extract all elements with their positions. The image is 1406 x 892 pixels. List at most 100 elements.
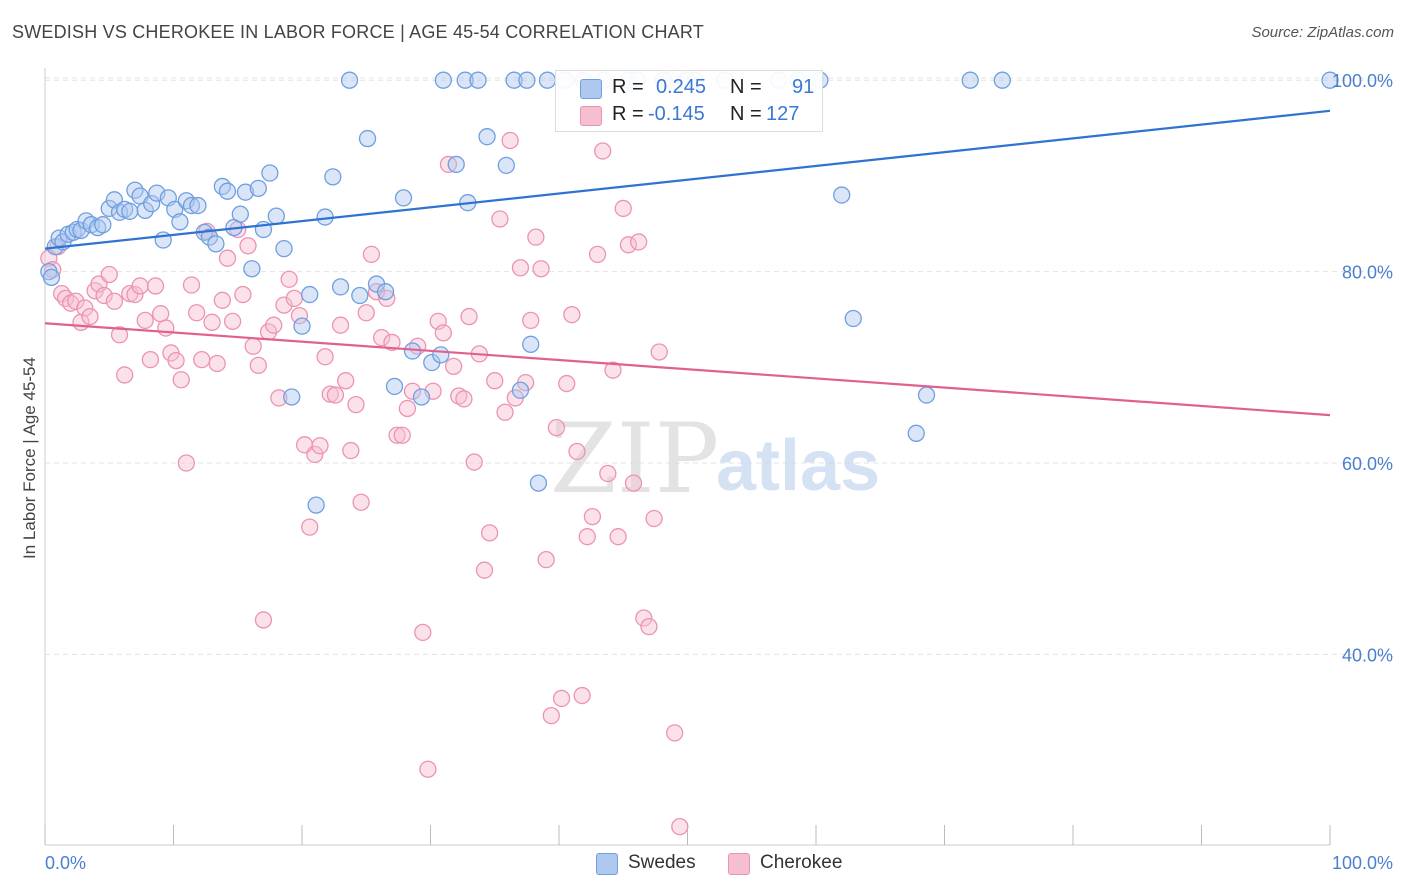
cherokee-point	[547, 418, 566, 437]
swedes-point	[518, 71, 536, 89]
legend-n-value: 127	[766, 103, 800, 125]
cherokee-point	[234, 285, 252, 304]
y-tick-label: 40.0%	[1342, 645, 1393, 665]
swedes-point	[275, 239, 293, 258]
cherokee-point	[552, 689, 571, 708]
cherokee-point	[306, 445, 324, 464]
cherokee-point	[249, 356, 267, 375]
cherokee-point	[331, 316, 350, 334]
cherokee-point	[640, 617, 658, 636]
cherokee-point	[393, 426, 411, 444]
cherokee-point	[193, 350, 211, 369]
watermark-atlas: atlas	[716, 426, 880, 506]
cherokee-point	[480, 524, 499, 542]
cherokee-point	[203, 313, 221, 331]
swedes-point	[218, 182, 237, 200]
cherokee-point	[532, 260, 550, 278]
cherokee-point	[599, 464, 617, 483]
cherokee-point	[326, 386, 345, 404]
cherokee-point	[56, 289, 75, 308]
cherokee-point	[398, 399, 417, 418]
cherokee-point	[116, 366, 134, 384]
swedes-point	[136, 201, 154, 220]
y-tick-label: 60.0%	[1342, 454, 1393, 474]
swedes-point	[529, 474, 548, 492]
cherokee-point	[419, 760, 437, 778]
cherokee-point	[486, 372, 504, 390]
cherokee-point	[301, 518, 319, 536]
cherokee-point	[321, 385, 339, 403]
cherokee-point	[347, 395, 365, 414]
cherokee-point	[578, 528, 596, 546]
cherokee-point	[635, 609, 653, 627]
swedes-point	[385, 377, 404, 396]
swedes-point	[538, 71, 557, 89]
cherokee-point	[522, 311, 540, 330]
cherokee-point	[475, 561, 494, 579]
swedes-point	[456, 71, 474, 89]
cherokee-point	[450, 387, 468, 405]
cherokee-point	[645, 509, 663, 528]
swedes-point	[432, 346, 450, 364]
cherokee-point	[151, 305, 170, 323]
legend-r-label: R =	[612, 76, 644, 98]
cherokee-point	[187, 304, 206, 322]
swedes-point	[478, 128, 496, 146]
swedes-point	[1321, 71, 1339, 89]
cherokee-point	[81, 307, 99, 326]
swedes-point	[143, 195, 161, 213]
cherokee-point	[290, 306, 309, 325]
swedes-legend-label: Swedes	[628, 852, 696, 873]
swedes-point	[42, 268, 61, 286]
cherokee-point	[146, 277, 165, 295]
tick-labels: 40.0% 60.0% 80.0% 100.0% 0.0% 100.0%	[45, 71, 1393, 873]
swedes-point	[511, 381, 530, 399]
swedes-point	[249, 179, 267, 197]
cherokee-point	[177, 454, 196, 472]
cherokee-point	[362, 245, 381, 264]
cherokee-point	[67, 292, 85, 310]
cherokee-point	[619, 236, 638, 254]
cherokee-point	[136, 311, 154, 330]
swedes-point	[907, 424, 925, 442]
cherokee-point	[383, 333, 401, 352]
trend-lines	[44, 109, 1331, 417]
swedes-point	[243, 260, 261, 278]
cherokee-points	[40, 71, 697, 836]
cherokee-point	[213, 291, 231, 309]
axes	[44, 68, 1331, 846]
cherokee-point	[609, 528, 627, 546]
legend-n-value: 91	[792, 76, 815, 98]
cherokee-point	[563, 306, 581, 324]
swedes-point	[200, 228, 219, 246]
swedes-legend-swatch	[596, 853, 618, 875]
chart-title: SWEDISH VS CHEROKEE IN LABOR FORCE | AGE…	[12, 22, 704, 42]
cherokee-point	[496, 403, 514, 421]
y-axis-label: In Labor Force | Age 45-54	[20, 357, 39, 559]
cherokee-point	[182, 276, 201, 294]
cherokee-point	[167, 351, 185, 370]
swedes-point	[833, 186, 851, 204]
legend-row-swedes: R = 0.245 N = 91	[556, 75, 822, 101]
swedes-point	[505, 71, 523, 89]
cherokee-point	[105, 292, 124, 310]
swedes-point	[497, 156, 515, 175]
cherokee-point	[671, 818, 689, 836]
cherokee-point	[126, 285, 144, 304]
swedes-point	[434, 71, 453, 89]
swedes-point	[213, 177, 231, 196]
swedes-point	[189, 196, 207, 215]
cherokee-point	[100, 265, 118, 284]
cherokee-point	[265, 316, 283, 334]
cherokee-point	[542, 706, 560, 725]
cherokee-point	[511, 259, 530, 277]
cherokee-point	[583, 507, 602, 526]
cherokee-point	[275, 296, 293, 314]
cherokee-point	[624, 474, 643, 492]
swedes-point	[236, 183, 255, 201]
cherokee-point	[311, 437, 329, 455]
cherokee-point	[378, 289, 396, 308]
swedes-point	[522, 335, 540, 353]
cherokee-point	[208, 354, 226, 373]
cherokee-point	[491, 210, 509, 228]
